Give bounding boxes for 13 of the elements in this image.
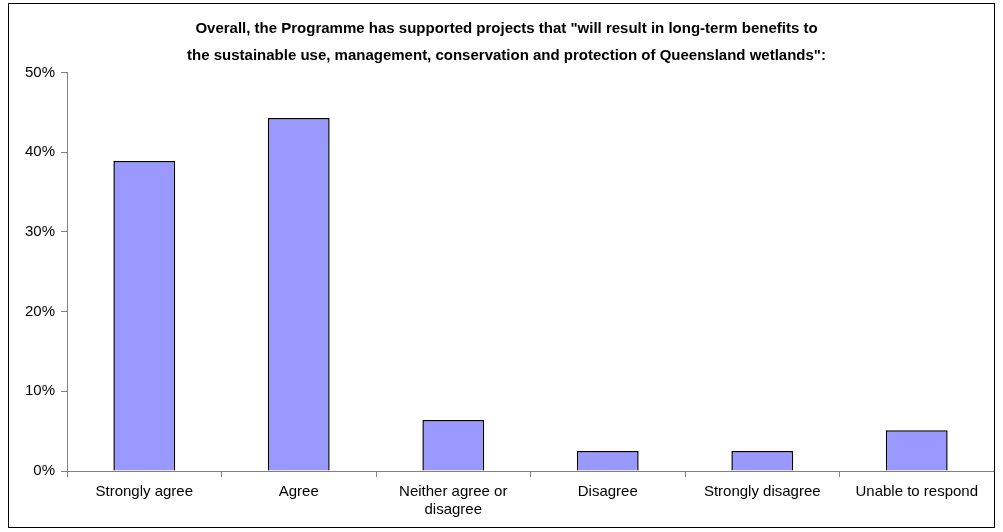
x-tick-label: Agree [278, 482, 319, 500]
x-tick-label: Neither agree or disagree [399, 482, 508, 518]
y-tick-label: 20% [24, 301, 56, 319]
x-tick-label: Strongly agree [95, 482, 194, 500]
y-tick-label: 40% [24, 142, 56, 160]
chart-title: Overall, the Programme has supported projects that "will result in long-term benefits to the sustainable use, management, conservation and protection of Queensland wetlands": [187, 19, 826, 63]
x-tick-label: Strongly disagree [703, 482, 821, 500]
y-tick-label: 50% [24, 62, 56, 80]
y-tick-label: 0% [33, 461, 56, 479]
x-tick-label: Unable to respond [855, 482, 979, 500]
y-tick-label: 10% [24, 381, 56, 399]
x-tick-label: Disagree [577, 482, 638, 500]
y-tick-label: 30% [24, 222, 56, 240]
